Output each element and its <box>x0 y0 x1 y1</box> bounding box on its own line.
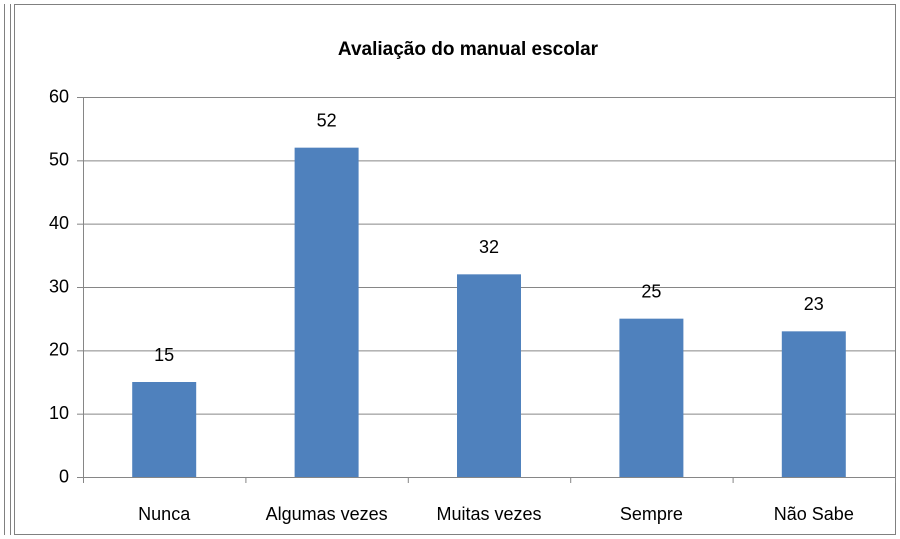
y-tick-label: 0 <box>59 466 69 486</box>
chart-title: Avaliação do manual escolar <box>338 39 599 60</box>
bar <box>294 147 359 477</box>
y-tick-label: 30 <box>49 276 69 296</box>
bar <box>457 274 521 477</box>
data-label: 23 <box>804 294 824 314</box>
x-tick-label: Muitas vezes <box>436 504 541 524</box>
x-tick-label: Algumas vezes <box>266 504 388 524</box>
bar <box>781 331 846 477</box>
data-label: 15 <box>154 345 174 365</box>
x-tick-label: Sempre <box>620 504 683 524</box>
bar <box>132 382 197 477</box>
data-label: 52 <box>317 110 337 130</box>
data-label: 32 <box>479 237 499 257</box>
x-tick-label: Nunca <box>138 504 191 524</box>
x-tick-label: Não Sabe <box>774 504 854 524</box>
y-tick-label: 10 <box>49 403 69 423</box>
y-tick-label: 20 <box>49 340 69 360</box>
data-label: 25 <box>641 281 661 301</box>
frame-edge <box>10 4 11 535</box>
y-tick-label: 40 <box>49 213 69 233</box>
frame-edge <box>4 4 5 535</box>
y-tick-label: 50 <box>49 150 69 170</box>
bar <box>619 318 684 477</box>
y-tick-label: 60 <box>49 86 69 106</box>
